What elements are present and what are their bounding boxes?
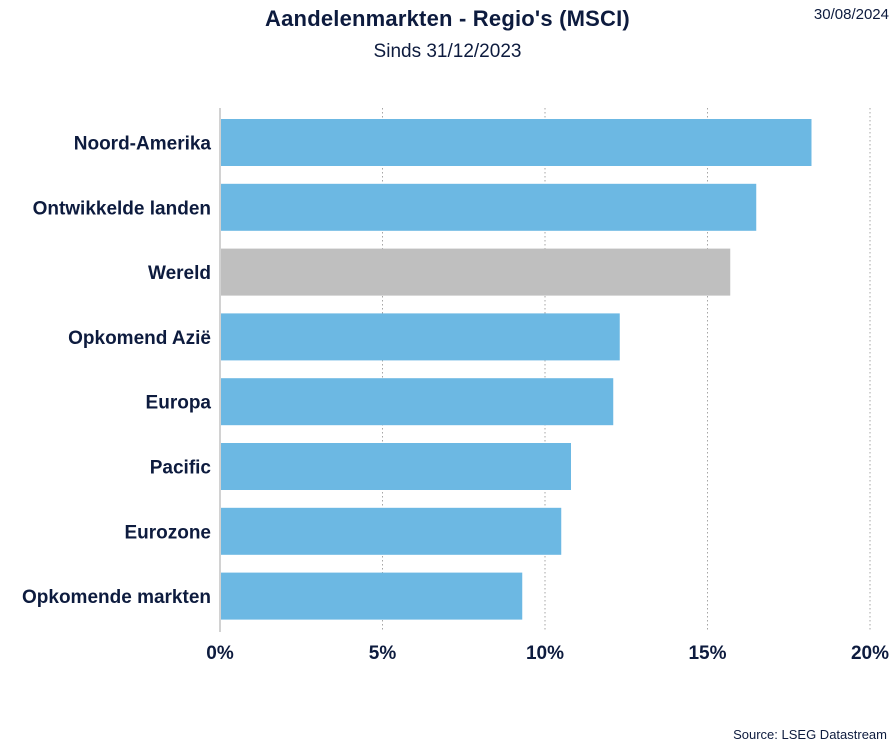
x-tick-label-20: 20% xyxy=(851,643,889,664)
bar-opkomende-markten xyxy=(221,572,523,620)
x-axis-tick-labels: 0% 5% 10% 15% 20% xyxy=(206,643,889,664)
category-label-wereld: Wereld xyxy=(148,263,211,284)
x-tick-label-15: 15% xyxy=(688,643,726,664)
report-date: 30/08/2024 xyxy=(813,6,889,23)
category-label-noord-amerika: Noord-Amerika xyxy=(74,134,212,155)
category-label-europa: Europa xyxy=(146,393,212,414)
category-label-opkomende-markten: Opkomende markten xyxy=(22,587,211,608)
bar-ontwikkelde-landen xyxy=(221,183,757,231)
chart-title: Aandelenmarkten - Regio's (MSCI) xyxy=(265,6,630,31)
source-note: Source: LSEG Datastream xyxy=(733,727,887,742)
bar-noord-amerika xyxy=(221,119,812,166)
x-tick-label-10: 10% xyxy=(526,643,564,664)
bars xyxy=(221,119,812,620)
x-tick-label-0: 0% xyxy=(206,643,234,664)
bar-europa xyxy=(221,378,614,426)
bar-wereld xyxy=(221,248,731,296)
category-label-eurozone: Eurozone xyxy=(124,522,211,543)
x-tick-label-5: 5% xyxy=(369,643,397,664)
bar-opkomend-azi- xyxy=(221,313,620,361)
bar-chart: Noord-Amerika Ontwikkelde landen Wereld Opk… xyxy=(22,108,889,664)
chart-subtitle: Sinds 31/12/2023 xyxy=(373,41,522,62)
category-labels: Noord-Amerika Ontwikkelde landen Wereld Opk… xyxy=(22,134,211,609)
category-label-pacific: Pacific xyxy=(150,458,212,479)
bar-pacific xyxy=(221,443,571,490)
category-label-opkomend-azi-: Opkomend Azië xyxy=(68,328,211,349)
category-label-ontwikkelde-landen: Ontwikkelde landen xyxy=(33,198,211,219)
bar-eurozone xyxy=(221,507,562,555)
